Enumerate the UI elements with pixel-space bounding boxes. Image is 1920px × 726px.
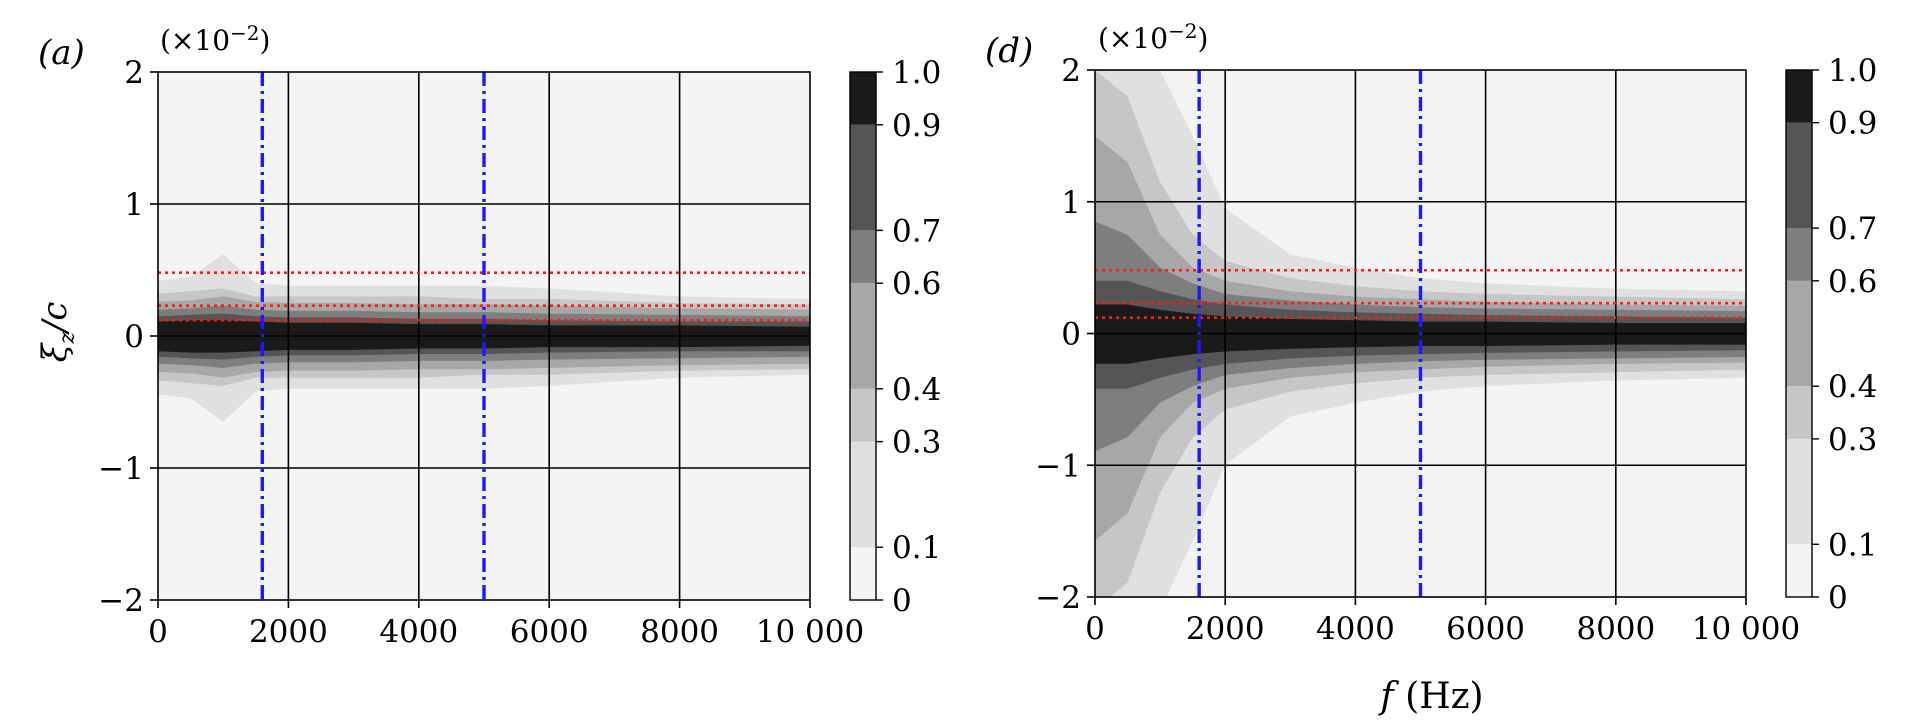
x-tick-label-a-3: 6000: [510, 614, 589, 650]
colorbar-tick-label-a-0: 0: [892, 583, 912, 619]
y-tick-label-a-1: −1: [98, 451, 144, 487]
y-tick-label-d-0: −2: [1035, 580, 1081, 616]
colorbar-tick-label-a-1: 0.1: [892, 530, 941, 566]
multiplier-a-exp: −2: [230, 21, 259, 45]
x-tick-label-a-0: 0: [148, 614, 168, 650]
colorbar-segment-d-2: [1786, 386, 1812, 439]
panel-label-a: (a): [38, 33, 85, 73]
colorbar-segment-d-3: [1786, 280, 1812, 387]
panel-a: 0 2000 4000 6000 8000 10 000 −2 −1 0 1 2 0 0.1 0.3 0.4…: [98, 55, 941, 650]
multiplier-d-base: (×10: [1098, 22, 1168, 55]
y-tick-label-a-4: 2: [124, 55, 144, 91]
x-tick-label-a-1: 2000: [249, 614, 328, 650]
x-axis-label: f (Hz): [1377, 676, 1483, 717]
y-axis-label-sub: z: [55, 332, 80, 345]
y-tick-label-a-2: 0: [124, 319, 144, 355]
x-tick-label-a-5: 10 000: [756, 614, 864, 650]
colorbar-tick-label-a-3: 0.4: [892, 372, 941, 408]
panel-d: 0 2000 4000 6000 8000 10 000 −2 −1 0 1 2 0 0.1 0.3 0.4…: [1035, 53, 1877, 647]
x-tick-label-a-4: 8000: [640, 614, 719, 650]
colorbar-tick-label-d-5: 0.7: [1828, 211, 1877, 247]
colorbar-tick-label-d-6: 0.9: [1828, 106, 1877, 142]
colorbar-tick-label-d-1: 0.1: [1828, 527, 1877, 563]
colorbar-segment-d-1: [1786, 438, 1812, 545]
x-tick-label-d-5: 10 000: [1692, 611, 1800, 647]
colorbar-segment-d-5: [1786, 122, 1812, 229]
multiplier-a-close: ): [260, 24, 271, 57]
y-axis-label-rest: /c: [35, 302, 75, 336]
multiplier-d-exp: −2: [1168, 19, 1197, 43]
colorbar-segment-d-6: [1786, 70, 1812, 123]
x-tick-label-d-0: 0: [1085, 611, 1105, 647]
colorbar-segment-a-5: [850, 124, 876, 231]
colorbar-segment-a-6: [850, 72, 876, 125]
colorbar-segment-d-4: [1786, 228, 1812, 281]
colorbar-segment-a-1: [850, 441, 876, 548]
x-axis-label-rest: (Hz): [1394, 676, 1484, 717]
colorbar-segment-a-0: [850, 547, 876, 600]
colorbar-frame-d: [1785, 69, 1813, 598]
y-tick-label-d-2: 0: [1061, 317, 1081, 353]
multiplier-a-base: (×10: [160, 24, 230, 57]
colorbar-tick-label-a-7: 1.0: [892, 55, 941, 91]
colorbar-tick-label-a-5: 0.7: [892, 213, 941, 249]
y-tick-label-a-3: 1: [124, 187, 144, 223]
y-tick-label-a-0: −2: [98, 583, 144, 619]
colorbar-tick-label-a-4: 0.6: [892, 266, 941, 302]
y-tick-label-d-3: 1: [1061, 185, 1081, 221]
multiplier-d-close: ): [1198, 22, 1209, 55]
colorbar-tick-label-d-4: 0.6: [1828, 264, 1877, 300]
x-tick-label-d-4: 8000: [1576, 611, 1655, 647]
x-tick-label-a-2: 4000: [379, 614, 458, 650]
colorbar-segment-d-0: [1786, 544, 1812, 597]
colorbar-tick-label-d-0: 0: [1828, 580, 1848, 616]
colorbar-tick-label-d-3: 0.4: [1828, 369, 1877, 405]
x-tick-label-d-3: 6000: [1446, 611, 1525, 647]
multiplier-a: (×10−2): [160, 21, 270, 57]
x-tick-label-d-1: 2000: [1186, 611, 1265, 647]
y-axis-label-main: ξ: [35, 341, 75, 362]
colorbar-tick-label-d-7: 1.0: [1828, 53, 1877, 89]
colorbar-tick-label-a-2: 0.3: [892, 425, 941, 461]
x-tick-label-d-2: 4000: [1316, 611, 1395, 647]
panel-label-d: (d): [985, 31, 1033, 71]
multiplier-d: (×10−2): [1098, 19, 1208, 55]
y-tick-label-d-1: −1: [1035, 448, 1081, 484]
colorbar-frame-a: [849, 71, 877, 601]
colorbar-tick-label-a-6: 0.9: [892, 108, 941, 144]
colorbar-tick-label-d-2: 0.3: [1828, 422, 1877, 458]
y-axis-label: ξz/c: [35, 302, 80, 363]
colorbar-segment-a-2: [850, 388, 876, 442]
colorbar-segment-a-4: [850, 230, 876, 284]
colorbar-segment-a-3: [850, 283, 876, 389]
y-tick-label-d-4: 2: [1061, 53, 1081, 89]
